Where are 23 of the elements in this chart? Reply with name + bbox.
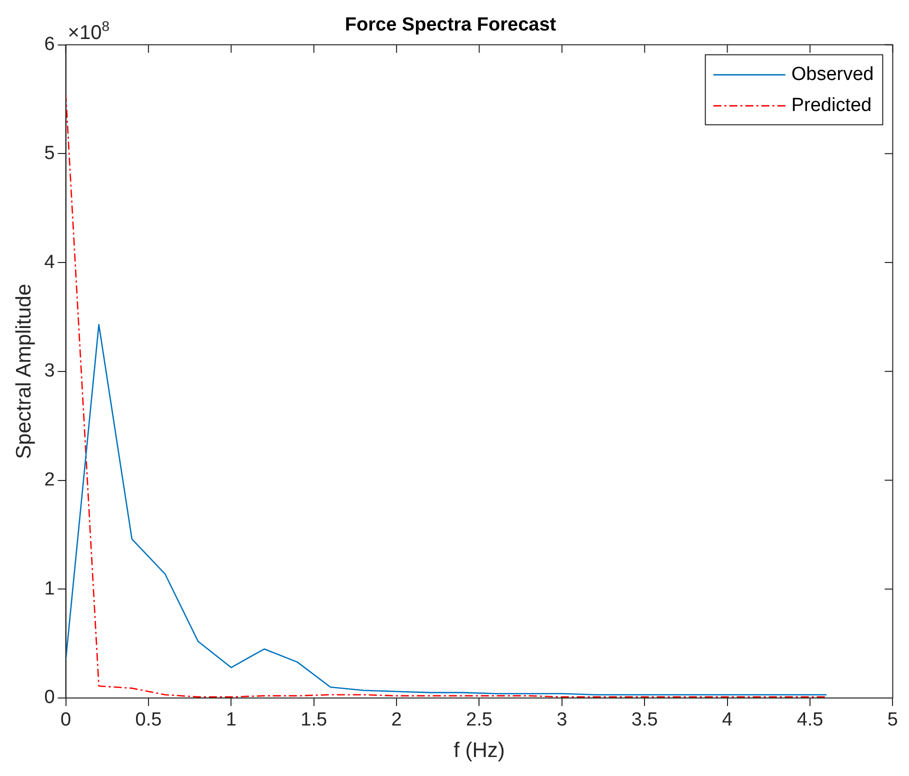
x-tick-label: 2 (391, 710, 402, 731)
y-axis-title: Spectral Amplitude (12, 284, 36, 459)
x-tick-label: 3.5 (631, 710, 658, 731)
y-tick-label: 5 (44, 142, 55, 164)
legend-label: Observed (791, 64, 874, 86)
y-tick-label: 1 (44, 578, 55, 600)
y-tick-label: 0 (44, 687, 55, 708)
y-tick-label: 4 (44, 252, 56, 273)
chart-title: Force Spectra Forecast (344, 14, 557, 36)
x-axis-title: f (Hz) (454, 739, 505, 762)
x-tick-label: 3 (556, 710, 568, 731)
x-tick-label: 4.5 (796, 710, 824, 731)
y-tick-label: 6 (44, 34, 55, 56)
y-tick-label: 2 (44, 470, 55, 490)
x-tick-label: 1.5 (300, 710, 328, 731)
x-tick-label: 2.5 (466, 710, 492, 731)
legend-label: Predicted (791, 95, 872, 116)
x-tick-label: 0 (60, 710, 72, 731)
y-tick-label: 3 (44, 360, 55, 382)
x-tick-label: 1 (226, 710, 236, 731)
x-tick-label: 0.5 (135, 710, 162, 731)
x-tick-label: 5 (887, 710, 898, 731)
x-tick-label: 4 (722, 710, 734, 731)
